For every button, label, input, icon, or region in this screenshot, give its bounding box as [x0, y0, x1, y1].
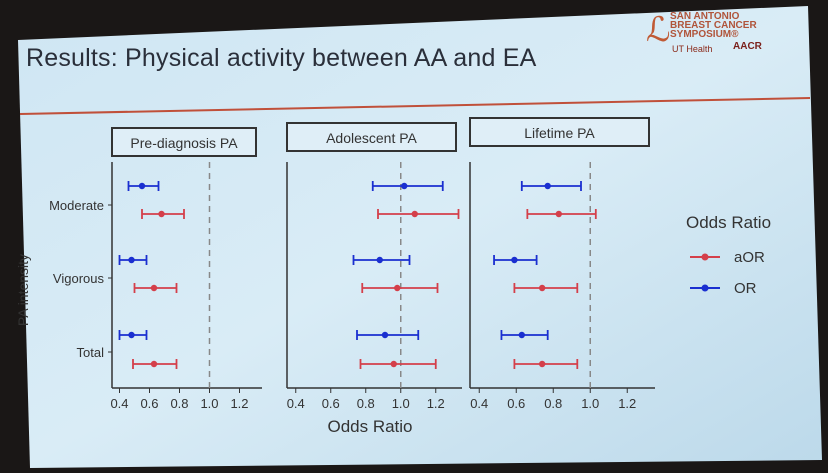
point-OR-1-0: [401, 182, 408, 190]
symposium-logo-text: SAN ANTONIO BREAST CANCER SYMPOSIUM®: [670, 11, 757, 40]
panel-title-2: Lifetime PA: [524, 125, 595, 141]
x-tick-label-1-3: 1.0: [392, 396, 410, 411]
x-tick-label-0-1: 0.6: [140, 396, 158, 411]
point-OR-2-2: [518, 331, 525, 339]
legend-point-aor: [701, 253, 709, 261]
point-OR-2-1: [511, 256, 518, 264]
x-tick-label-2-0: 0.4: [470, 396, 488, 411]
point-OR-1-2: [381, 331, 389, 339]
x-tick-label-2-4: 1.2: [618, 396, 636, 411]
x-tick-label-2-2: 0.8: [544, 396, 562, 411]
y-category-label-0: Moderate: [49, 198, 104, 213]
legend-point-or: [701, 284, 709, 292]
projection-screen: [18, 6, 822, 468]
slide-title: Results: Physical activity between AA an…: [26, 44, 537, 72]
point-OR-2-0: [544, 182, 551, 190]
x-tick-label-0-3: 1.0: [200, 396, 218, 411]
point-aOR-1-2: [390, 360, 397, 368]
logo-line-3: SYMPOSIUM®: [670, 29, 739, 40]
legend-label-aor: aOR: [734, 249, 765, 266]
symposium-logo-icon: ℒ: [646, 10, 671, 50]
panel-title-1: Adolescent PA: [326, 130, 417, 146]
point-OR-0-1: [128, 256, 135, 264]
point-aOR-1-1: [394, 284, 401, 292]
x-axis-label: Odds Ratio: [327, 417, 412, 436]
panel-strip-1: [286, 122, 457, 152]
point-aOR-1-0: [411, 210, 418, 218]
x-tick-label-2-1: 0.6: [507, 396, 525, 411]
x-tick-label-0-2: 0.8: [170, 396, 188, 411]
panel-strip-2: [469, 117, 650, 147]
point-aOR-2-2: [538, 360, 546, 368]
legend-title: Odds Ratio: [686, 213, 771, 232]
panel-strip-0: [111, 127, 257, 157]
panel-title-0: Pre-diagnosis PA: [130, 135, 238, 151]
y-category-label-2: Total: [77, 345, 105, 360]
point-aOR-0-2: [150, 360, 158, 368]
x-tick-label-0-0: 0.4: [110, 396, 128, 411]
logo-line-2: BREAST CANCER: [670, 20, 757, 31]
legend-label-or: OR: [734, 280, 757, 297]
point-aOR-0-0: [158, 210, 165, 218]
x-tick-label-0-4: 1.2: [230, 396, 248, 411]
point-OR-1-1: [376, 256, 383, 264]
chart-panels: Pre-diagnosis PA 0.4 0.6 0.8 1.0 1.2 Moderate V…: [49, 117, 655, 411]
y-category-label-1: Vigorous: [53, 271, 105, 286]
logo-line-1: SAN ANTONIO: [670, 11, 740, 22]
x-tick-label-1-1: 0.6: [322, 396, 340, 411]
title-rule: [19, 97, 811, 115]
legend: Odds Ratio aOR OR: [686, 213, 771, 297]
point-aOR-0-1: [150, 284, 158, 292]
point-aOR-2-1: [538, 284, 546, 292]
x-tick-label-1-0: 0.4: [287, 396, 305, 411]
point-OR-0-2: [128, 331, 135, 339]
x-tick-label-2-3: 1.0: [581, 396, 599, 411]
aacr-logo: AACR: [733, 41, 762, 52]
y-axis-label: PA intensity: [15, 254, 31, 326]
x-tick-label-1-2: 0.8: [357, 396, 375, 411]
point-OR-0-0: [138, 182, 146, 190]
ut-health-logo: UT Health: [672, 44, 713, 54]
point-aOR-2-0: [555, 210, 562, 218]
x-tick-label-1-4: 1.2: [427, 396, 445, 411]
